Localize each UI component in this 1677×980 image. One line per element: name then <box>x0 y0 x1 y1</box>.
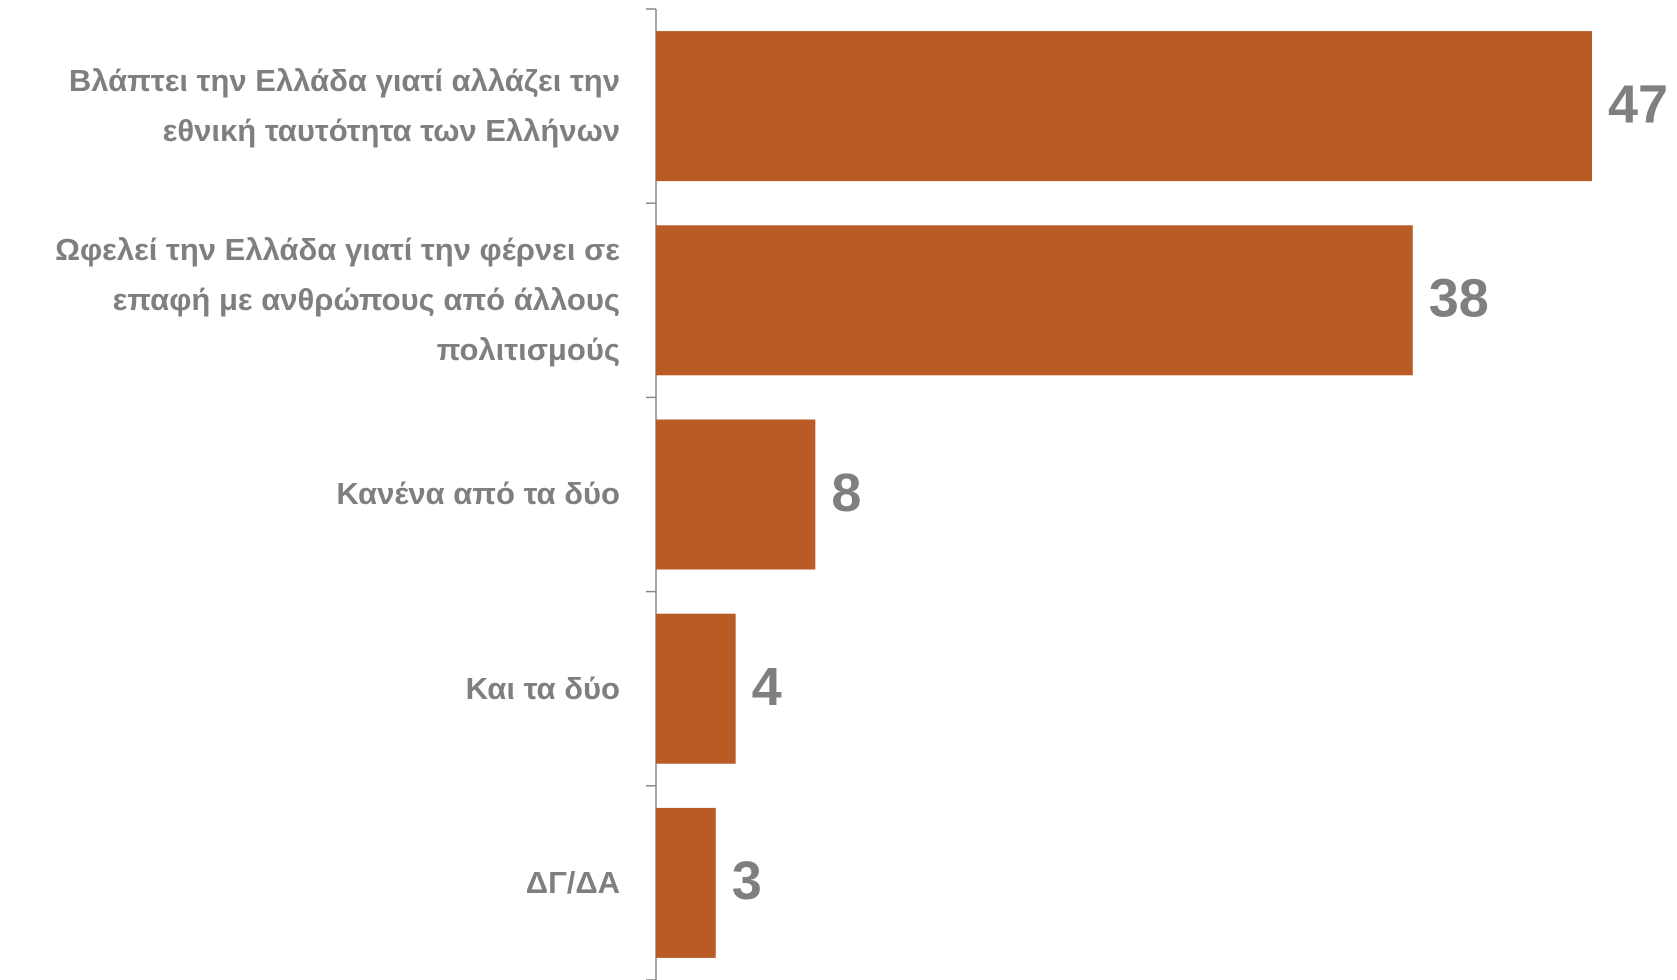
category-label: ΔΓ/ΔΑ <box>10 786 620 980</box>
bar <box>656 419 816 570</box>
category-label: Κανένα από τα δύο <box>10 397 620 591</box>
category-label: Βλάπτει την Ελλάδα γιατί αλλάζει την εθν… <box>10 9 620 203</box>
category-text: ΔΓ/ΔΑ <box>525 864 620 900</box>
value-label: 38 <box>1429 269 1489 329</box>
bar <box>656 225 1413 376</box>
category-text: Βλάπτει την Ελλάδα γιατί αλλάζει την εθν… <box>68 63 620 149</box>
category-label: Και τα δύο <box>10 592 620 786</box>
bar <box>656 807 716 958</box>
category-text: Κανένα από τα δύο <box>336 476 620 512</box>
value-label: 4 <box>752 657 782 717</box>
value-label: 47 <box>1608 74 1668 134</box>
category-text: Και τα δύο <box>465 670 620 706</box>
bar <box>656 613 736 764</box>
category-text: Ωφελεί την Ελλάδα γιατί την φέρνει σε επ… <box>55 232 620 368</box>
value-label: 3 <box>732 851 762 911</box>
category-label: Ωφελεί την Ελλάδα γιατί την φέρνει σε επ… <box>10 203 620 397</box>
value-label: 8 <box>831 463 861 523</box>
bar <box>656 31 1592 182</box>
